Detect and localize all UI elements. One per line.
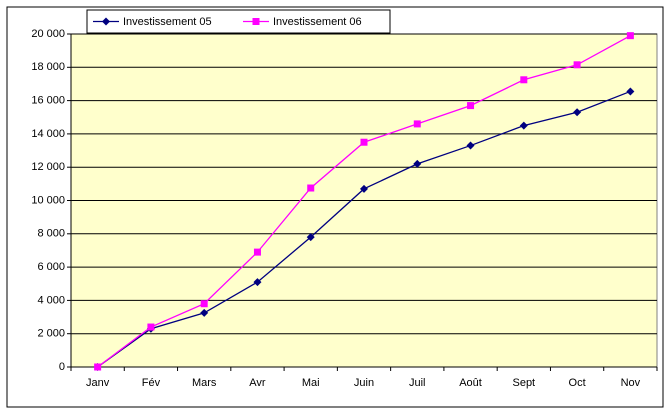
x-tick-label: Nov [621,377,641,389]
marker [466,141,475,150]
marker [467,102,475,110]
marker [252,18,260,25]
x-tick-label: Juin [354,377,374,389]
y-tick-label: 20 000 [31,28,65,40]
y-tick-label: 6 000 [37,261,65,273]
x-tick-label: Fév [142,377,161,389]
marker [253,278,262,287]
marker [520,76,528,84]
marker [626,87,635,96]
marker [306,233,315,242]
y-tick-label: 14 000 [31,128,65,140]
marker [573,108,582,117]
y-tick-label: 2 000 [37,328,65,340]
marker [413,120,421,128]
legend-label: Investissement 05 [123,16,212,28]
y-tick-label: 10 000 [31,194,65,206]
marker [626,32,634,40]
marker [307,184,315,192]
legend-label: Investissement 06 [273,16,362,28]
marker [360,138,368,146]
x-tick-label: Avr [249,377,266,389]
marker [573,61,581,69]
y-tick-label: 16 000 [31,95,65,107]
marker [147,323,155,331]
marker [360,184,368,193]
y-tick-label: 0 [59,361,65,373]
y-tick-label: 4 000 [37,294,65,306]
x-tick-label: Mars [192,377,217,389]
marker [519,121,528,130]
marker [200,308,209,317]
x-tick-label: Sept [512,377,535,389]
y-tick-label: 8 000 [37,228,65,240]
marker [102,17,110,26]
legend-box [86,9,391,34]
x-tick-label: Janv [86,377,110,389]
marker [413,159,422,168]
y-tick-label: 18 000 [31,61,65,73]
x-tick-label: Oct [569,377,586,389]
x-tick-label: Mai [302,377,320,389]
marker [200,300,208,308]
marker [253,248,261,256]
marker [94,363,102,371]
y-tick-label: 12 000 [31,161,65,173]
x-tick-label: Juil [409,377,426,389]
x-tick-label: Août [459,377,482,389]
